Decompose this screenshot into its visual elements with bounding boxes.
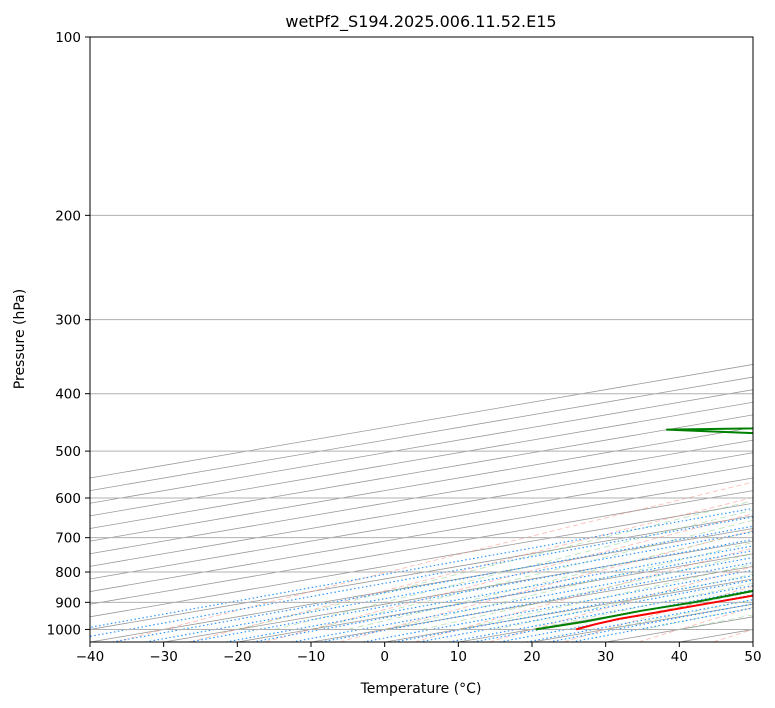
dry-adiabat-line [190,497,753,642]
mixing-ratio-line [90,516,753,637]
x-tick-label: 50 [744,649,761,665]
isotherm-line [90,528,753,642]
isotherm-line [90,439,753,555]
x-tick-label: −30 [149,649,178,665]
mixing-ratio-line [448,584,753,642]
isotherm-line [90,515,753,630]
chart-title: wetPf2_S194.2025.006.11.52.E15 [285,12,556,32]
x-tick-label: −10 [297,649,326,665]
isotherm-line [90,477,753,592]
isotherm-line [90,502,753,618]
moist-adiabat-line [531,582,753,630]
mixing-ratio-line [189,539,753,642]
x-tick-label: −40 [76,649,105,665]
moist-adiabat-line [347,530,753,630]
x-tick-label: 10 [450,649,467,665]
moist-adiabat-line [274,509,753,630]
y-axis-label: Pressure (hPa) [12,289,28,389]
x-tick-label: 0 [380,649,389,665]
background-lines [90,37,753,642]
y-tick-label: 200 [55,208,81,224]
isotherm-line [90,490,753,605]
x-tick-label: 30 [597,649,614,665]
x-axis-label: Temperature (°C) [360,681,482,697]
dry-adiabat-line [115,481,753,642]
y-tick-label: 700 [55,531,81,547]
moist-adiabat-line [458,563,753,630]
dry-adiabat-line [264,513,753,642]
y-tick-label: 600 [55,491,81,507]
moist-adiabat-line [384,541,753,630]
y-tick-label: 800 [55,565,81,581]
isotherm-line [90,452,753,567]
y-tick-label: 900 [55,595,81,611]
plot-frame [89,36,754,643]
axis-ticks: −40 −30 −20 −10 0 10 20 30 40 50 100 200 300 400 500 60… [47,30,762,665]
y-tick-label: 1000 [47,622,81,638]
mixing-ratio-line [112,525,753,642]
y-tick-label: 300 [55,313,81,329]
x-tick-label: −20 [223,649,252,665]
isotherm-line [90,464,753,580]
y-tick-label: 400 [55,387,81,403]
dry-adiabat-line [414,547,753,642]
mixing-ratio-line [418,579,753,642]
x-tick-label: 40 [671,649,688,665]
y-tick-label: 500 [55,444,81,460]
mixing-ratio-line [90,507,753,628]
y-tick-label: 100 [55,30,81,46]
mixing-ratio-line [394,575,753,642]
mixing-ratio-line [320,562,753,642]
x-tick-label: 20 [523,649,540,665]
